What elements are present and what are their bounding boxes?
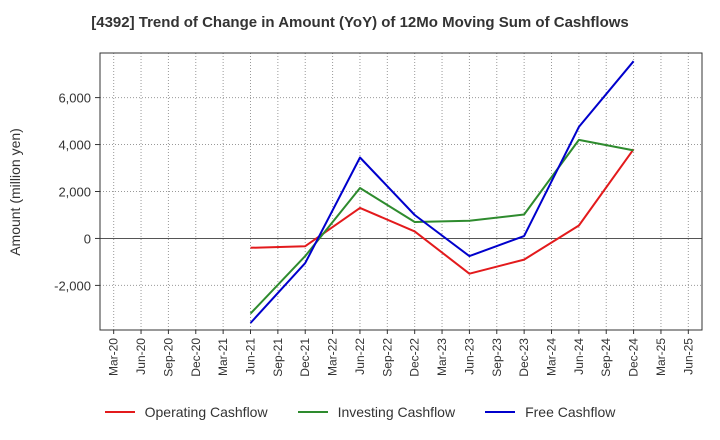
y-tick-label: 6,000 xyxy=(58,91,91,106)
x-tick-label: Sep-23 xyxy=(490,338,504,377)
axes: -2,000 0 2,000 4,000 6,000 Mar-20 Jun-20 Sep-20… xyxy=(54,52,703,377)
x-tick-label: Sep-22 xyxy=(380,338,394,377)
x-tick-label: Jun-20 xyxy=(134,338,148,375)
y-tick-label: 0 xyxy=(84,231,91,246)
x-tick-label: Jun-25 xyxy=(681,338,695,375)
grid xyxy=(100,53,702,330)
y-tick-label: -2,000 xyxy=(54,278,91,293)
x-tick-label: Jun-24 xyxy=(572,338,586,375)
free-cashflow-line xyxy=(249,60,635,324)
x-tick-label: Jun-21 xyxy=(244,338,258,375)
x-tick-label: Mar-25 xyxy=(654,338,668,376)
series-lines xyxy=(249,60,635,324)
legend-item: Operating Cashflow xyxy=(104,404,268,420)
x-tick-label: Mar-21 xyxy=(216,338,230,376)
x-tick-label: Mar-23 xyxy=(435,338,449,376)
chart-title: [4392] Trend of Change in Amount (YoY) o… xyxy=(91,14,629,31)
legend-label: Operating Cashflow xyxy=(144,404,268,420)
x-tick-label: Jun-23 xyxy=(462,338,476,375)
legend-item: Investing Cashflow xyxy=(297,404,456,420)
plot-frame xyxy=(99,52,703,331)
y-tick-label: 4,000 xyxy=(58,138,91,153)
y-tick-label: 2,000 xyxy=(58,185,91,200)
legend-label: Investing Cashflow xyxy=(337,404,456,420)
x-tick-label: Mar-22 xyxy=(326,338,340,376)
x-tick-label: Dec-23 xyxy=(517,338,531,377)
y-axis-label: Amount (million yen) xyxy=(7,128,23,256)
x-tick-label: Sep-24 xyxy=(599,338,613,377)
x-tick-label: Dec-22 xyxy=(408,338,422,377)
operating-cashflow-line xyxy=(250,148,635,275)
x-tick-label: Dec-21 xyxy=(298,338,312,377)
x-tick-label: Sep-21 xyxy=(271,338,285,377)
x-tick-label: Jun-22 xyxy=(353,338,367,375)
x-tick-label: Dec-24 xyxy=(627,338,641,377)
legend-swatch xyxy=(485,411,516,413)
x-tick-label: Mar-20 xyxy=(107,338,121,376)
legend-item: Free Cashflow xyxy=(485,404,615,420)
legend-swatch xyxy=(297,411,328,413)
x-tick-label: Mar-24 xyxy=(545,338,559,376)
legend: Operating Cashflow Investing Cashflow Free… xyxy=(0,404,720,420)
legend-swatch xyxy=(104,411,135,413)
legend-label: Free Cashflow xyxy=(525,404,616,420)
x-tick-label: Dec-20 xyxy=(189,338,203,377)
x-tick-label: Sep-20 xyxy=(161,338,175,377)
